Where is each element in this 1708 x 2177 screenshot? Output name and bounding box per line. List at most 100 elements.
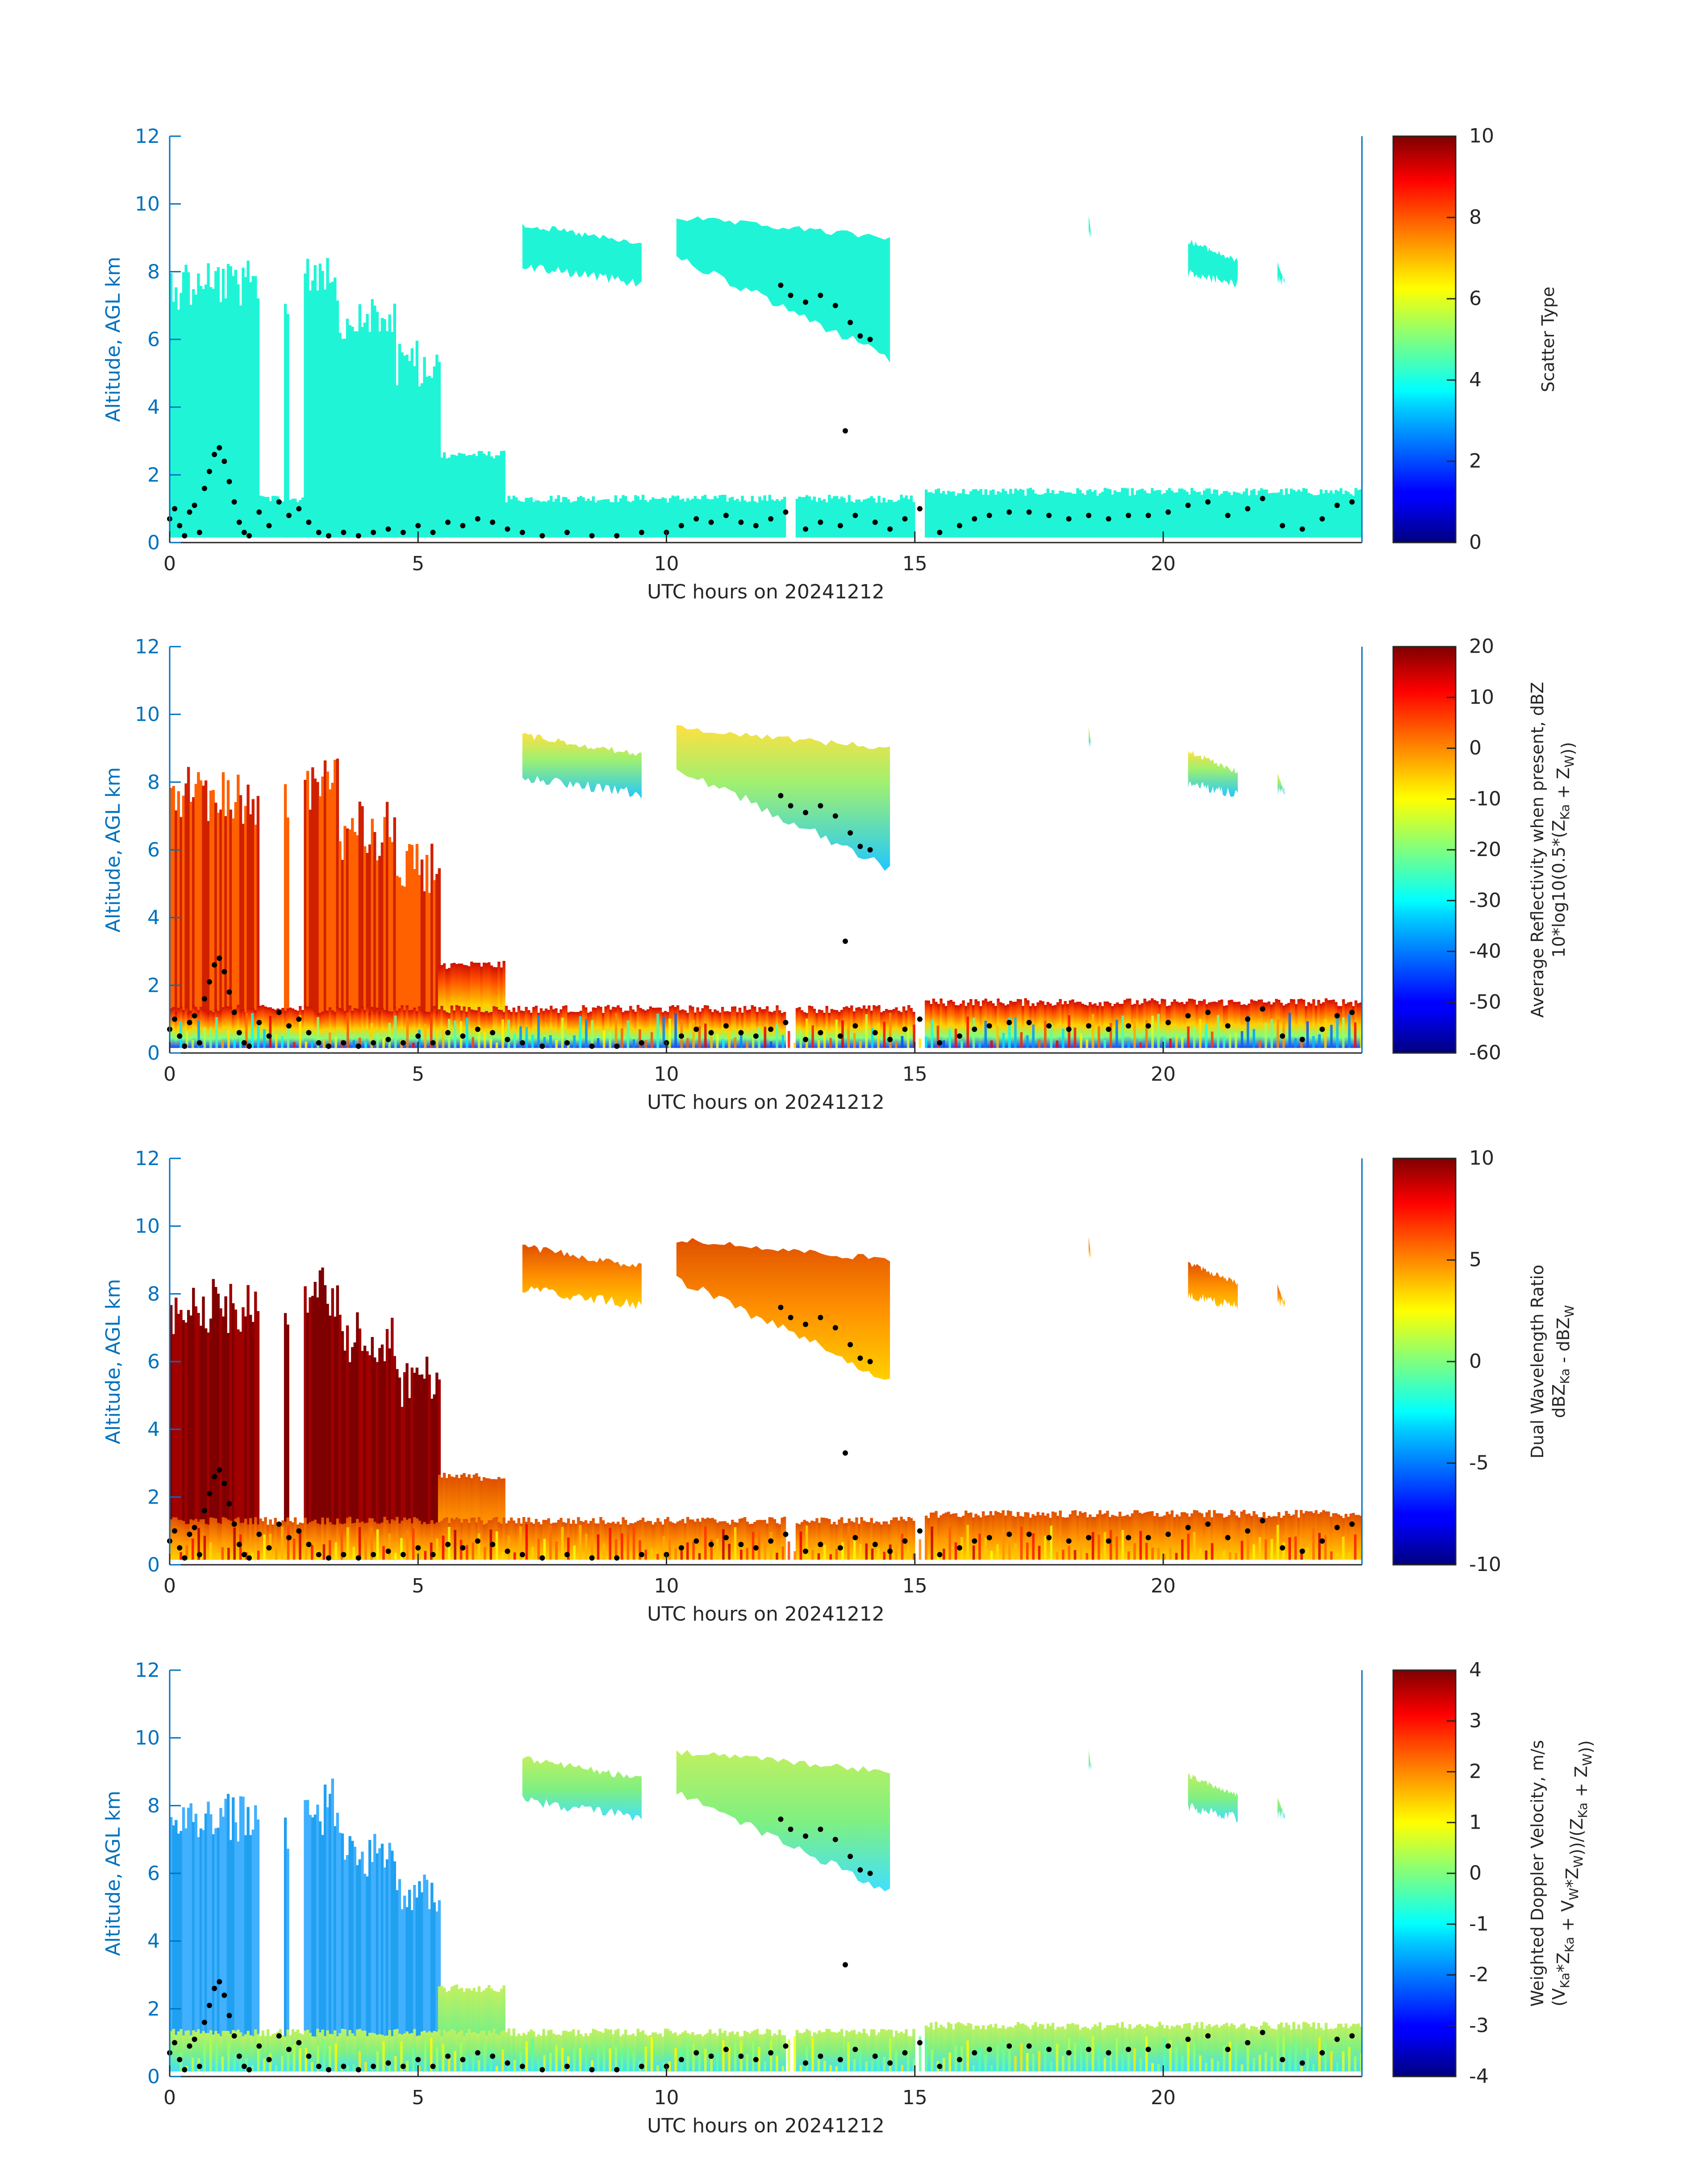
echo-column [445, 1517, 448, 1560]
echo-column [428, 1909, 431, 2072]
height-marker [986, 1535, 992, 1541]
echo-column [361, 1007, 364, 1048]
echo-streak [585, 2043, 588, 2072]
height-marker [1086, 1023, 1092, 1029]
echo-column [366, 1522, 369, 1560]
echo-column [555, 498, 558, 538]
height-marker [639, 530, 644, 535]
echo-column [1257, 490, 1261, 538]
echo-column [532, 1007, 535, 1048]
colorbar-tick-label: -10 [1469, 787, 1501, 810]
echo-column [686, 1013, 689, 1048]
echo-column [1106, 1001, 1109, 1048]
echo-column [440, 497, 443, 538]
echo-streak [871, 1028, 874, 1048]
echo-column [1188, 999, 1191, 1048]
echo-streak [484, 2043, 486, 2072]
echo-column [674, 1523, 677, 1560]
echo-column [1320, 489, 1323, 538]
height-marker [614, 533, 620, 539]
echo-streak [948, 1029, 951, 1048]
y-tick-label: 8 [147, 771, 160, 794]
echo-column [495, 1991, 498, 2072]
echo-streak [913, 1553, 915, 1560]
height-marker [256, 1531, 262, 1537]
echo-column [1337, 2023, 1340, 2072]
height-marker [1185, 2036, 1191, 2042]
echo-column [577, 497, 580, 538]
echo-column [828, 1013, 831, 1048]
height-marker [187, 1531, 192, 1537]
echo-column [967, 494, 970, 538]
echo-streak [823, 1545, 826, 1560]
height-marker [445, 519, 451, 525]
echo-streak [1211, 1032, 1214, 1048]
echo-column [865, 499, 868, 538]
echo-streak [1246, 1015, 1249, 1048]
echo-column [624, 496, 627, 538]
echo-column [527, 1517, 530, 1560]
echo-streak [579, 1525, 582, 1560]
echo-column [495, 1007, 498, 1048]
echo-column [1223, 491, 1226, 538]
echo-column [1253, 489, 1256, 538]
echo-column [1180, 489, 1184, 538]
echo-column [226, 1333, 230, 1560]
echo-column [1285, 2022, 1288, 2072]
height-marker [460, 1545, 466, 1551]
height-marker [475, 516, 480, 522]
echo-streak [376, 2051, 379, 2072]
echo-column [1084, 1512, 1087, 1560]
echo-column [669, 2031, 672, 2072]
echo-column [808, 496, 811, 538]
height-marker [678, 1545, 684, 1551]
echo-column [515, 1012, 518, 1048]
echo-column [232, 818, 235, 1048]
echo-column [564, 497, 568, 538]
echo-streak [585, 1534, 588, 1560]
echo-column [458, 453, 461, 538]
echo-column [378, 856, 381, 1048]
echo-column [368, 332, 372, 538]
echo-column [1019, 489, 1022, 538]
echo-column [219, 1808, 222, 2072]
height-marker [286, 1023, 292, 1029]
echo-column [656, 1518, 660, 1560]
echo-column [862, 1005, 866, 1048]
echo-streak [811, 1550, 814, 1560]
echo-column [1143, 999, 1146, 1048]
echo-column [875, 2035, 878, 2072]
echo-column [756, 502, 759, 538]
echo-column [249, 1315, 252, 1560]
echo-streak [1235, 2043, 1237, 2072]
height-marker [852, 2047, 858, 2052]
echo-column [507, 2028, 510, 2072]
echo-column [870, 2029, 873, 2072]
echo-column [234, 495, 237, 538]
height-marker [693, 1026, 699, 1032]
height-marker [803, 1548, 808, 1554]
echo-column [316, 1297, 319, 1560]
echo-column [1320, 1003, 1323, 1048]
echo-column [311, 280, 314, 538]
echo-column [569, 1011, 572, 1048]
echo-column [940, 2024, 943, 2072]
echo-column [783, 1517, 786, 1560]
echo-column [388, 1843, 391, 2072]
echo-column [1240, 2024, 1243, 2072]
height-marker [1185, 1525, 1191, 1530]
echo-streak [1133, 1018, 1136, 1048]
echo-streak [591, 1020, 593, 1048]
echo-column [331, 1524, 334, 1560]
echo-column [1091, 492, 1094, 538]
echo-column [343, 2029, 347, 2072]
height-marker [1299, 1548, 1305, 1554]
echo-column [440, 1006, 443, 1048]
height-marker [226, 989, 232, 995]
echo-column [1138, 2024, 1141, 2072]
echo-streak [299, 2048, 301, 2072]
echo-column [1175, 1001, 1179, 1048]
echo-column [1339, 2023, 1343, 2072]
height-marker [475, 2050, 480, 2056]
height-marker [286, 1535, 292, 1541]
